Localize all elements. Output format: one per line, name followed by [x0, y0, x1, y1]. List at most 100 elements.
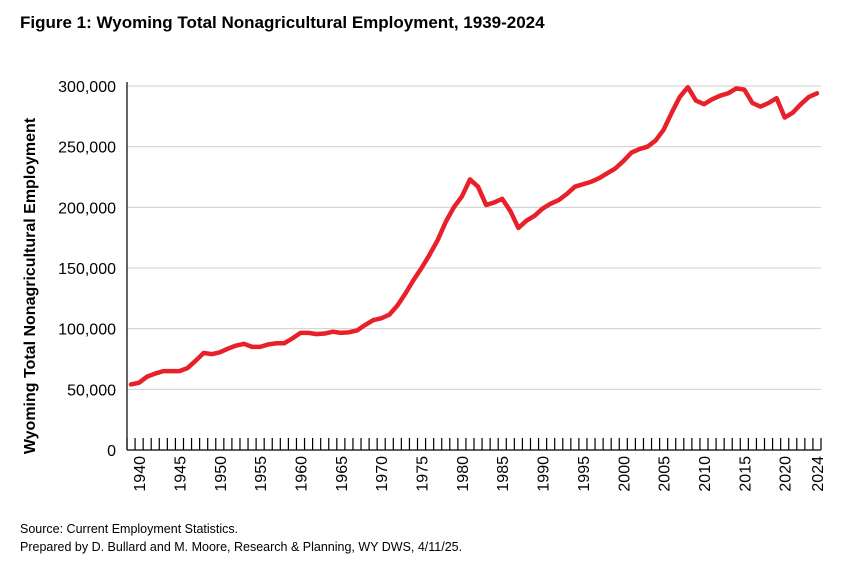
data-point: [541, 207, 545, 211]
data-point: [726, 91, 730, 95]
data-point: [137, 381, 141, 385]
y-tick-label: 250,000: [58, 140, 116, 157]
data-point: [686, 85, 690, 89]
x-tick-label: 2020: [778, 456, 795, 492]
data-point: [500, 197, 504, 201]
data-point: [621, 159, 625, 163]
data-point: [702, 102, 706, 106]
data-point: [444, 220, 448, 224]
y-tick-labels: 0 50,000 100,000 150,000 200,000 250,000 300,0…: [58, 79, 116, 460]
data-point: [347, 330, 351, 334]
data-point: [299, 331, 303, 335]
data-point: [379, 316, 383, 320]
data-point: [226, 347, 230, 351]
x-tick-label: 1995: [576, 456, 593, 492]
x-tick-label: 2015: [737, 456, 754, 492]
y-tick-label: 0: [107, 443, 116, 460]
data-point: [452, 205, 456, 209]
data-point: [597, 176, 601, 180]
x-tick-label: 2010: [697, 456, 714, 492]
data-point: [581, 182, 585, 186]
data-point: [533, 214, 537, 218]
data-point: [767, 101, 771, 105]
y-tick-label: 100,000: [58, 322, 116, 339]
data-point: [549, 202, 553, 206]
data-point: [476, 185, 480, 189]
data-point: [161, 369, 165, 373]
x-axis-ticks: [126, 438, 822, 450]
data-point: [436, 238, 440, 242]
x-tick-label: 1980: [455, 456, 472, 492]
data-point: [331, 330, 335, 334]
x-tick-label: 1975: [415, 456, 432, 492]
source-note: Source: Current Employment Statistics.: [20, 522, 239, 536]
y-tick-label: 300,000: [58, 79, 116, 96]
data-point: [718, 94, 722, 98]
data-point: [799, 102, 803, 106]
data-point: [242, 342, 246, 346]
series-line: [128, 84, 820, 387]
data-point: [428, 253, 432, 257]
line-chart: 0 50,000 100,000 150,000 200,000 250,000 300,0…: [22, 79, 827, 492]
data-point: [775, 96, 779, 100]
data-point: [403, 291, 407, 295]
x-tick-label: 1955: [253, 456, 270, 492]
x-tick-label: 1965: [334, 456, 351, 492]
data-point: [129, 382, 133, 386]
data-point: [468, 177, 472, 181]
data-point: [290, 336, 294, 340]
data-point: [387, 313, 391, 317]
data-point: [565, 192, 569, 196]
gridlines: [127, 85, 821, 390]
data-point: [791, 111, 795, 115]
data-point: [750, 101, 754, 105]
data-point: [758, 105, 762, 109]
data-points: [129, 85, 819, 386]
data-point: [710, 97, 714, 101]
x-tick-labels: 1940 1945 1950 1955 1960 1965 1970 1975 1980 1985…: [132, 456, 827, 492]
data-point: [662, 128, 666, 132]
data-point: [194, 359, 198, 363]
data-point: [605, 171, 609, 175]
data-point: [646, 145, 650, 149]
data-point: [613, 167, 617, 171]
x-tick-label: 1990: [536, 456, 553, 492]
data-point: [395, 304, 399, 308]
x-tick-label: 1985: [495, 456, 512, 492]
x-tick-label: 2000: [616, 456, 633, 492]
data-point: [258, 345, 262, 349]
data-point: [323, 332, 327, 336]
x-tick-label: 1970: [374, 456, 391, 492]
data-point: [218, 350, 222, 354]
data-point: [573, 185, 577, 189]
y-axis-title: Wyoming Total Nonagricultural Employment: [22, 117, 39, 454]
data-point: [484, 203, 488, 207]
data-point: [266, 342, 270, 346]
data-point: [589, 180, 593, 184]
data-point: [307, 331, 311, 335]
data-point: [420, 266, 424, 270]
data-point: [460, 194, 464, 198]
data-point: [654, 139, 658, 143]
data-point: [678, 95, 682, 99]
data-point: [145, 375, 149, 379]
data-point: [169, 369, 173, 373]
data-point: [694, 99, 698, 103]
data-point: [516, 226, 520, 230]
data-point: [315, 332, 319, 336]
data-point: [282, 341, 286, 345]
data-point: [492, 200, 496, 204]
data-point: [670, 111, 674, 115]
data-point: [734, 86, 738, 90]
data-point: [153, 372, 157, 376]
y-tick-label: 200,000: [58, 200, 116, 217]
data-point: [202, 351, 206, 355]
data-point: [524, 219, 528, 223]
data-point: [355, 328, 359, 332]
data-point: [339, 331, 343, 335]
data-point: [274, 341, 278, 345]
data-point: [177, 369, 181, 373]
y-tick-label: 150,000: [58, 261, 116, 278]
x-tick-label: 2005: [657, 456, 674, 492]
data-point: [210, 352, 214, 356]
